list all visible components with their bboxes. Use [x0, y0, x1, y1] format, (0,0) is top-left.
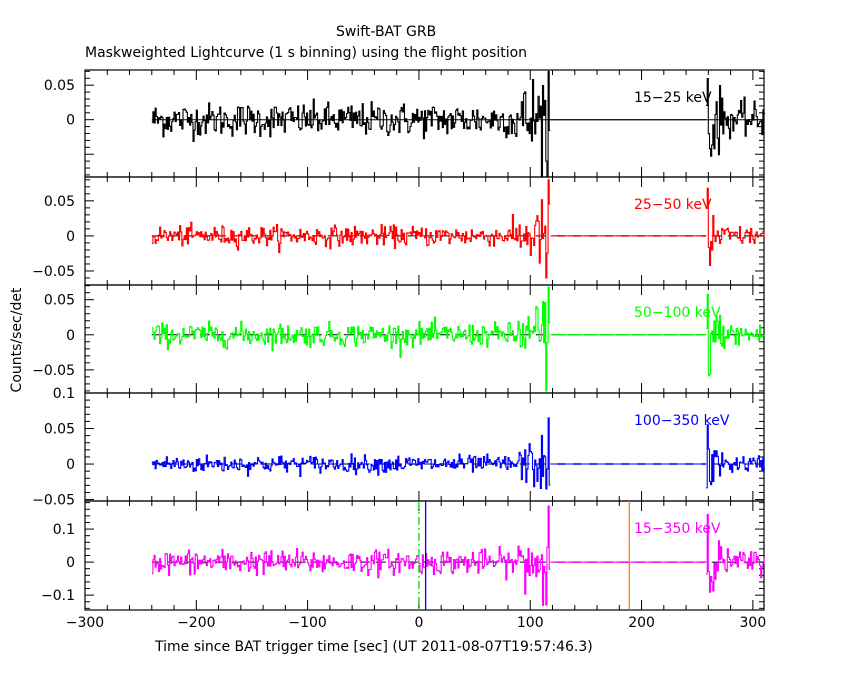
lightcurve-50-100-keV — [151, 286, 766, 392]
y-tick-label: −0.05 — [32, 363, 75, 379]
x-tick-label: −200 — [177, 615, 215, 631]
band-label: 15−350 keV — [634, 521, 721, 537]
x-axis-label: Time since BAT trigger time [sec] (UT 20… — [155, 639, 593, 655]
band-label: 25−50 keV — [634, 197, 712, 213]
x-tick-label: −100 — [288, 615, 326, 631]
y-tick-label: 0.1 — [53, 386, 75, 402]
y-tick-label: 0 — [66, 328, 75, 344]
y-tick-label: 0.05 — [44, 293, 75, 309]
lightcurve-15-350-keV — [151, 505, 766, 606]
lightcurve-100-350-keV — [151, 417, 766, 490]
x-tick-label: 0 — [414, 615, 423, 631]
y-axis-label: Counts/sec/det — [9, 287, 25, 393]
y-tick-label: 0 — [66, 555, 75, 571]
chart-title: Swift-BAT GRB — [336, 24, 437, 40]
band-label: 100−350 keV — [634, 413, 730, 429]
x-tick-label: 200 — [628, 615, 655, 631]
x-tick-label: 300 — [740, 615, 767, 631]
y-tick-label: 0.1 — [53, 522, 75, 538]
y-tick-label: −0.05 — [32, 493, 75, 509]
y-tick-label: 0.05 — [44, 78, 75, 94]
panel-frame-3 — [84, 392, 765, 502]
y-tick-label: 0.05 — [44, 422, 75, 438]
chart-subtitle: Maskweighted Lightcurve (1 s binning) us… — [85, 45, 528, 61]
lightcurve-15-25-keV — [151, 70, 766, 178]
x-tick-label: −300 — [66, 615, 104, 631]
y-tick-label: 0.05 — [44, 194, 75, 210]
y-tick-label: 0 — [66, 457, 75, 473]
y-tick-label: −0.1 — [41, 588, 75, 604]
x-tick-label: 100 — [517, 615, 544, 631]
band-label: 15−25 keV — [634, 90, 712, 106]
y-tick-label: 0 — [66, 113, 75, 129]
lightcurve-25-50-keV — [151, 179, 766, 279]
y-tick-label: 0 — [66, 229, 75, 245]
y-tick-label: −0.05 — [32, 264, 75, 280]
band-label: 50−100 keV — [634, 305, 721, 321]
panel-frame-2 — [84, 284, 765, 394]
